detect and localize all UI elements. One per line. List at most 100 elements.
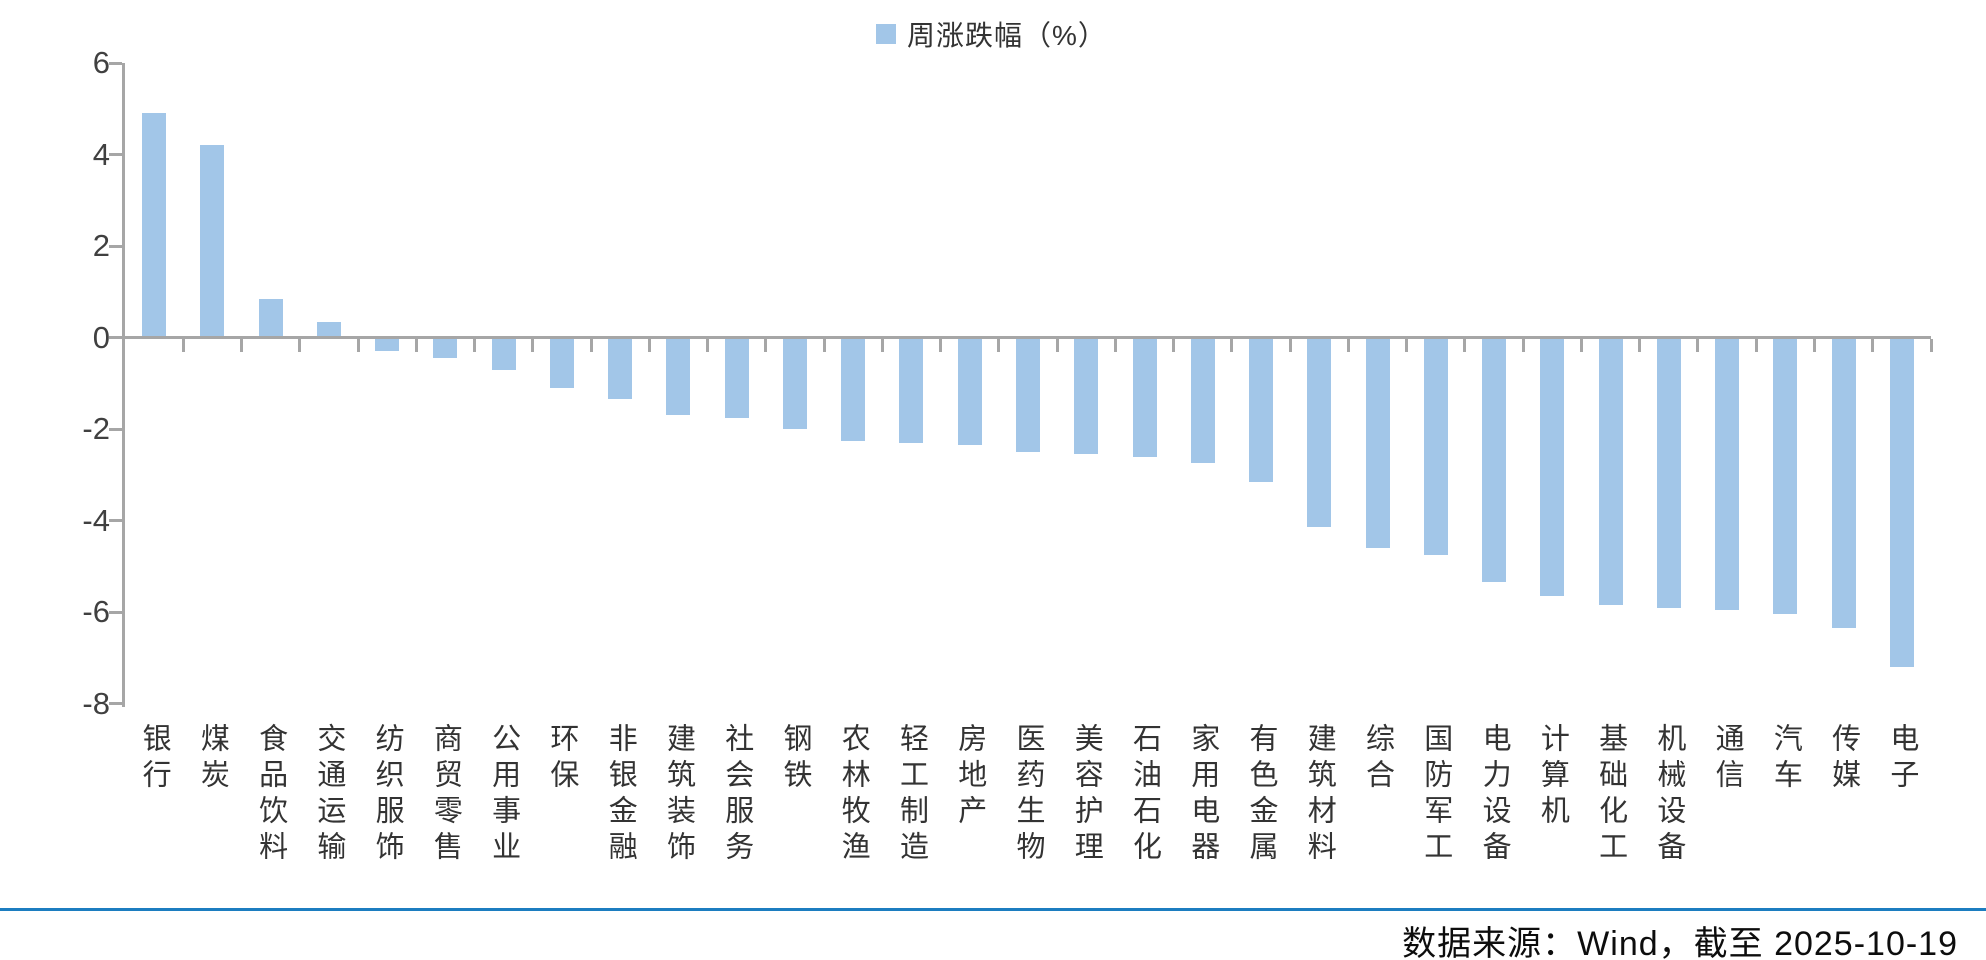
x-axis-category-label: 综合 <box>1361 723 1394 795</box>
bar <box>1831 337 1856 629</box>
x-axis-tick <box>414 338 418 352</box>
bar <box>1365 337 1390 549</box>
x-axis-category-label: 非银金融 <box>604 723 637 867</box>
x-axis-tick <box>1230 338 1234 352</box>
bar <box>1889 337 1914 668</box>
bar <box>1715 337 1740 610</box>
bar <box>1307 337 1332 528</box>
x-axis-tick <box>1521 338 1525 352</box>
bar <box>375 337 400 352</box>
x-axis-tick <box>880 338 884 352</box>
x-axis-category-label: 轻工制造 <box>895 723 928 867</box>
bar <box>899 337 924 443</box>
x-axis-category-label: 食品饮料 <box>254 723 287 867</box>
y-axis-label: -4 <box>82 502 110 538</box>
x-axis-tick <box>473 338 477 352</box>
x-axis-category-label: 钢铁 <box>778 723 811 795</box>
bar <box>258 298 283 338</box>
x-axis-category-label: 建筑装饰 <box>662 723 695 867</box>
y-axis-label: 0 <box>92 319 110 355</box>
x-axis-tick <box>1055 338 1059 352</box>
bar <box>782 337 807 430</box>
data-source-note: 数据来源：Wind，截至 2025-10-19 <box>1402 925 1958 960</box>
legend-label: 周涨跌幅（%） <box>907 20 1107 51</box>
x-axis-tick <box>1172 338 1176 352</box>
x-axis-category-label: 环保 <box>545 723 578 795</box>
y-axis-tick <box>109 702 122 706</box>
y-axis-label: 4 <box>92 136 110 172</box>
x-axis-tick <box>706 338 710 352</box>
bar <box>608 337 633 400</box>
x-axis-category-label: 房地产 <box>953 723 986 831</box>
x-axis-category-label: 银行 <box>138 723 171 795</box>
bar <box>491 337 516 370</box>
x-axis-tick <box>647 338 651 352</box>
x-axis-tick <box>1579 338 1583 352</box>
y-axis-label: -8 <box>82 685 110 721</box>
x-axis-category-label: 传媒 <box>1827 723 1860 795</box>
x-axis-tick <box>997 338 1001 352</box>
x-axis-tick <box>1929 338 1933 352</box>
x-axis-category-label: 纺织服饰 <box>371 723 404 867</box>
y-axis-label: -6 <box>82 594 110 630</box>
x-axis-category-label: 石油石化 <box>1128 723 1161 867</box>
y-axis-tick <box>109 427 122 431</box>
x-axis-category-label: 建筑材料 <box>1303 723 1336 867</box>
bar <box>1773 337 1798 615</box>
x-axis-line <box>122 336 1931 340</box>
x-axis-tick <box>1696 338 1700 352</box>
x-axis-tick <box>589 338 593 352</box>
x-axis-tick <box>1812 338 1816 352</box>
y-axis-label: 2 <box>92 228 110 264</box>
x-axis-category-label: 电子 <box>1885 723 1918 795</box>
bar <box>316 321 341 338</box>
y-axis-tick <box>109 153 122 157</box>
x-axis-tick <box>764 338 768 352</box>
x-axis-tick <box>1754 338 1758 352</box>
y-axis-tick <box>109 336 122 340</box>
x-axis-tick <box>1463 338 1467 352</box>
y-axis-label: 6 <box>92 45 110 81</box>
bar <box>1598 337 1623 606</box>
x-axis-category-label: 电力设备 <box>1478 723 1511 867</box>
bar <box>957 337 982 446</box>
bar <box>841 337 866 441</box>
x-axis-tick <box>531 338 535 352</box>
x-axis-tick <box>356 338 360 352</box>
x-axis-tick <box>1405 338 1409 352</box>
footer-divider-line <box>0 908 1986 911</box>
bar <box>1016 337 1040 452</box>
x-axis-category-label: 机械设备 <box>1652 723 1685 867</box>
bar <box>724 337 749 418</box>
bar <box>142 113 167 338</box>
x-axis-category-label: 交通运输 <box>312 723 345 867</box>
x-axis-category-label: 通信 <box>1711 723 1744 795</box>
x-axis-category-label: 家用电器 <box>1186 723 1219 867</box>
bar <box>549 337 574 388</box>
x-axis-tick <box>1346 338 1350 352</box>
bar <box>1132 337 1157 457</box>
x-axis-category-label: 计算机 <box>1536 723 1569 831</box>
legend-swatch-icon <box>876 24 896 44</box>
x-axis-category-label: 煤炭 <box>196 723 229 795</box>
y-axis-tick <box>109 61 122 65</box>
x-axis-category-label: 农林牧渔 <box>837 723 870 867</box>
x-axis-tick <box>939 338 943 352</box>
x-axis-category-label: 社会服务 <box>720 723 753 867</box>
x-axis-category-label: 公用事业 <box>487 723 520 867</box>
bar <box>666 337 691 416</box>
x-axis-category-label: 美容护理 <box>1070 723 1103 867</box>
x-axis-category-label: 基础化工 <box>1594 723 1627 867</box>
bar <box>1190 337 1215 464</box>
x-axis-tick <box>240 338 244 352</box>
x-axis-tick <box>1113 338 1117 352</box>
bar <box>1482 337 1507 583</box>
bar <box>1656 337 1681 608</box>
bar <box>433 337 458 359</box>
bar <box>1540 337 1565 597</box>
bar <box>1074 337 1099 455</box>
x-axis-category-label: 商贸零售 <box>429 723 462 867</box>
x-axis-category-label: 汽车 <box>1769 723 1802 795</box>
bar <box>1423 337 1448 555</box>
